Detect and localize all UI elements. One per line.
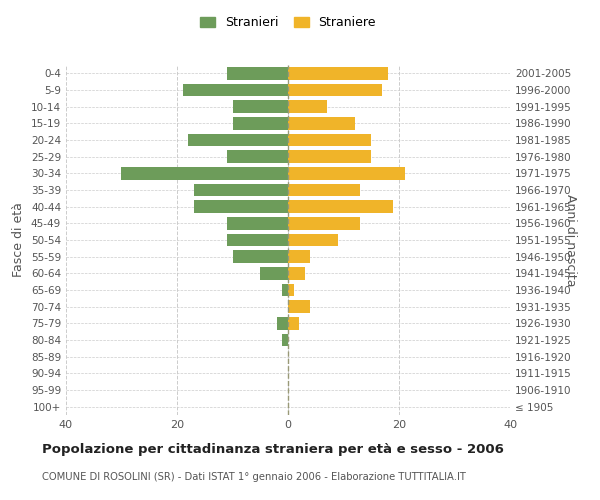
Bar	[288, 267, 305, 280]
Bar	[233, 117, 288, 130]
Bar	[283, 284, 288, 296]
Bar	[288, 84, 382, 96]
Bar	[121, 167, 288, 179]
Bar	[288, 284, 293, 296]
Bar	[288, 100, 327, 113]
Bar	[188, 134, 288, 146]
Bar	[288, 167, 404, 179]
Bar	[227, 234, 288, 246]
Bar	[233, 100, 288, 113]
Bar	[288, 234, 338, 246]
Bar	[288, 117, 355, 130]
Bar	[233, 250, 288, 263]
Bar	[227, 150, 288, 163]
Bar	[182, 84, 288, 96]
Y-axis label: Anni di nascita: Anni di nascita	[564, 194, 577, 286]
Bar	[288, 317, 299, 330]
Bar	[288, 67, 388, 80]
Bar	[283, 334, 288, 346]
Bar	[288, 150, 371, 163]
Bar	[227, 217, 288, 230]
Bar	[288, 134, 371, 146]
Bar	[288, 300, 310, 313]
Bar	[227, 67, 288, 80]
Text: Popolazione per cittadinanza straniera per età e sesso - 2006: Popolazione per cittadinanza straniera p…	[42, 442, 504, 456]
Bar	[288, 217, 360, 230]
Bar	[194, 184, 288, 196]
Legend: Stranieri, Straniere: Stranieri, Straniere	[195, 11, 381, 34]
Bar	[288, 250, 310, 263]
Bar	[288, 184, 360, 196]
Text: COMUNE DI ROSOLINI (SR) - Dati ISTAT 1° gennaio 2006 - Elaborazione TUTTITALIA.I: COMUNE DI ROSOLINI (SR) - Dati ISTAT 1° …	[42, 472, 466, 482]
Bar	[260, 267, 288, 280]
Bar	[194, 200, 288, 213]
Bar	[288, 200, 394, 213]
Bar	[277, 317, 288, 330]
Y-axis label: Fasce di età: Fasce di età	[13, 202, 25, 278]
